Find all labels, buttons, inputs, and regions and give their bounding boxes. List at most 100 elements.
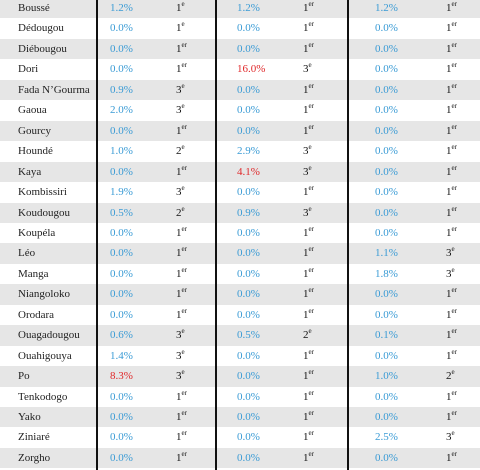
rank: 1er: [176, 427, 187, 447]
rank-suffix: er: [308, 286, 314, 295]
rank-number: 3: [176, 349, 182, 362]
percentage: 0.0%: [110, 165, 133, 178]
rank-suffix: e: [181, 102, 185, 111]
table-row: Léo 0.0% 1er 0.0% 1er 1.1% 3e: [0, 243, 480, 264]
rank-suffix: e: [181, 143, 185, 152]
percentage: 0.0%: [237, 124, 260, 137]
rank: 1er: [176, 121, 187, 141]
rank-number: 1: [176, 22, 182, 35]
percentage: 0.0%: [375, 104, 398, 117]
rank: 3e: [176, 366, 185, 386]
rank-number: 1: [446, 411, 452, 423]
rank-number: 3: [446, 431, 452, 444]
table-row: Houndé 1.0% 2e 2.9% 3e 0.0% 1er: [0, 141, 480, 161]
rank-suffix: er: [308, 347, 314, 356]
rank: 1er: [303, 0, 314, 18]
percentage: 0.0%: [237, 288, 260, 301]
rank: 3e: [446, 243, 455, 263]
percentage: 0.0%: [237, 186, 260, 199]
rank-suffix: er: [181, 163, 187, 172]
rank: 1er: [446, 100, 457, 120]
rank-suffix: er: [181, 409, 187, 417]
rank-number: 2: [176, 145, 182, 158]
rank-number: 1: [303, 267, 309, 280]
rank-suffix: e: [181, 184, 185, 193]
rank-suffix: er: [451, 81, 457, 90]
table-row: Diébougou 0.0% 1er 0.0% 1er 0.0% 1er: [0, 38, 480, 60]
percentage: 1.1%: [375, 247, 398, 260]
rank-suffix: er: [451, 143, 457, 152]
percentage: 0.0%: [237, 22, 260, 35]
rank-number: 3: [176, 186, 182, 199]
rank: 3e: [446, 427, 455, 447]
rank-suffix: er: [451, 224, 457, 233]
percentage: 0.0%: [237, 370, 260, 383]
rank: 1er: [303, 387, 314, 407]
rank-number: 2: [303, 329, 309, 342]
rank: 1er: [303, 284, 314, 304]
rank-number: 1: [446, 349, 452, 362]
rank-number: 1: [176, 411, 182, 423]
rank-number: 1: [303, 124, 309, 137]
rank: 1e: [176, 18, 185, 38]
rank-number: 1: [446, 308, 452, 321]
rank: 1er: [176, 243, 187, 263]
table-row: Niangoloko 0.0% 1er 0.0% 1er 0.0% 1er: [0, 284, 480, 305]
rank-suffix: er: [308, 409, 314, 417]
rank-number: 1: [303, 308, 309, 321]
rank-number: 1: [176, 42, 182, 55]
percentage: 0.0%: [237, 267, 260, 280]
percentage: 0.0%: [375, 165, 398, 178]
rank-suffix: er: [451, 204, 457, 213]
rank-number: 1: [446, 329, 452, 342]
city-name: Houndé: [18, 145, 53, 158]
rank-number: 3: [176, 370, 182, 383]
percentage: 0.0%: [237, 390, 260, 403]
rank-suffix: e: [181, 368, 185, 377]
percentage: 1.4%: [110, 349, 133, 362]
rank: 3e: [303, 59, 312, 79]
rank-number: 3: [446, 247, 452, 260]
table-row: Zorgho 0.0% 1er 0.0% 1er 0.0% 1er: [0, 447, 480, 469]
percentage: 0.0%: [237, 226, 260, 239]
rank-number: 1: [303, 411, 309, 423]
table-row: Gaoua 2.0% 3e 0.0% 1er 0.0% 1er: [0, 100, 480, 120]
rank-number: 2: [446, 370, 452, 383]
rank-suffix: e: [451, 265, 455, 274]
percentage: 0.0%: [375, 145, 398, 158]
percentage: 0.0%: [237, 411, 260, 423]
rank-suffix: er: [181, 122, 187, 131]
rank: 1er: [303, 407, 314, 427]
rank-suffix: e: [308, 204, 312, 213]
rank-number: 1: [176, 63, 182, 76]
rank-number: 1: [303, 22, 309, 35]
rank-number: 1: [446, 104, 452, 117]
city-name: Orodara: [18, 308, 55, 321]
percentage: 0.0%: [110, 390, 133, 403]
rank-number: 1: [446, 226, 452, 239]
rank-suffix: e: [451, 245, 455, 254]
city-name: Yako: [18, 411, 41, 423]
rank: 1er: [303, 39, 314, 59]
rank-suffix: e: [181, 81, 185, 90]
percentage: 2.0%: [110, 104, 133, 117]
table-row: Kaya 0.0% 1er 4.1% 3e 0.0% 1er: [0, 161, 480, 183]
percentage: 2.9%: [237, 145, 260, 158]
rank-number: 3: [303, 145, 309, 158]
percentage: 0.0%: [375, 22, 398, 35]
city-name: Diébougou: [18, 42, 67, 55]
rank-suffix: er: [308, 265, 314, 274]
rank: 1er: [176, 264, 187, 284]
rank-number: 1: [303, 247, 309, 260]
rank-number: 1: [446, 165, 452, 178]
city-name: Ouahigouya: [18, 349, 72, 362]
rank-suffix: er: [308, 20, 314, 29]
rank-suffix: e: [308, 163, 312, 172]
rank: 1er: [446, 141, 457, 161]
rank: 2e: [176, 141, 185, 161]
rank-suffix: er: [308, 40, 314, 49]
rank-suffix: er: [451, 163, 457, 172]
rank-number: 1: [303, 42, 309, 55]
percentage: 0.0%: [110, 247, 133, 260]
table-row: Boussé 1.2% 1e 1.2% 1er 1.2% 1er: [0, 0, 480, 19]
